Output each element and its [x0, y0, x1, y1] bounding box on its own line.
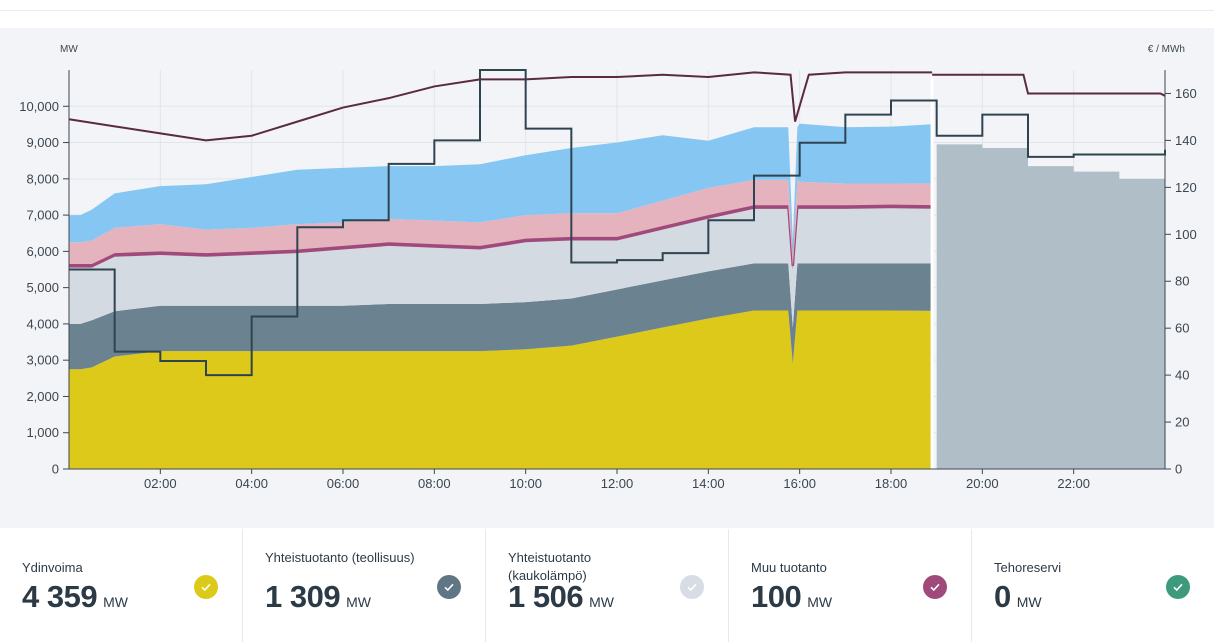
card-number: 1 309 — [265, 579, 341, 614]
y-tick-label-left: 10,000 — [19, 99, 59, 114]
x-tick-label: 08:00 — [418, 476, 451, 491]
x-tick-label: 04:00 — [235, 476, 268, 491]
production-areas — [69, 123, 933, 469]
card-unit: MW — [1016, 594, 1042, 610]
card-label: Yhteistuotanto (kaukolämpö) — [508, 550, 592, 583]
y-tick-label-left: 4,000 — [26, 316, 59, 331]
check-icon[interactable] — [680, 575, 704, 599]
card-value: 0 MW — [994, 579, 1042, 615]
check-icon[interactable] — [437, 575, 461, 599]
card-value: 4 359 MW — [22, 579, 128, 615]
x-tick-label: 12:00 — [601, 476, 634, 491]
card-number: 4 359 — [22, 579, 98, 614]
x-tick-label: 18:00 — [875, 476, 908, 491]
check-icon[interactable] — [923, 575, 947, 599]
y-tick-label-right: 40 — [1175, 368, 1189, 383]
card-number: 1 506 — [508, 579, 584, 614]
check-icon[interactable] — [194, 575, 218, 599]
card-label: Ydinvoima — [22, 560, 83, 575]
x-tick-label: 22:00 — [1057, 476, 1090, 491]
x-tick-label: 20:00 — [966, 476, 999, 491]
area-ydinvoima — [69, 310, 933, 469]
y-tick-label-right: 60 — [1175, 321, 1189, 336]
y-tick-label-left: 5,000 — [26, 280, 59, 295]
card-unit: MW — [103, 594, 128, 610]
card-tehoreservi[interactable]: Tehoreservi 0 MW — [972, 529, 1214, 642]
y-tick-label-left: 7,000 — [26, 208, 59, 223]
area-yhteistuotanto-kaukol-mp- — [69, 208, 933, 328]
y-tick-label-left: 3,000 — [26, 353, 59, 368]
left-axis-unit: MW — [60, 44, 78, 55]
area-vesivoima — [69, 179, 933, 266]
card-unit: MW — [346, 594, 371, 610]
area-tuulivoima — [69, 123, 933, 255]
right-axis-unit: € / MWh — [1148, 44, 1185, 55]
card-number: 100 — [751, 579, 802, 614]
x-tick-label: 10:00 — [509, 476, 542, 491]
y-tick-label-right: 160 — [1175, 86, 1197, 101]
y-tick-label-right: 20 — [1175, 415, 1189, 430]
chart-area: 02:00 04:00 06:00 08:00 10:00 12:00 14:00 16:00… — [0, 28, 1214, 528]
axes: 02:00 04:00 06:00 08:00 10:00 12:00 14:00 16:00… — [19, 70, 1197, 491]
card-unit: MW — [589, 594, 614, 610]
y-tick-label-left: 9,000 — [26, 135, 59, 150]
y-tick-label-right: 80 — [1175, 274, 1189, 289]
consumption-line — [68, 71, 933, 142]
card-label: Muu tuotanto — [751, 560, 827, 575]
top-bar — [0, 0, 1214, 11]
card-number: 0 — [994, 579, 1011, 614]
card-value: 1 309 MW — [265, 579, 371, 615]
y-tick-label-right: 120 — [1175, 180, 1197, 195]
card-value: 100 MW — [751, 579, 832, 615]
y-tick-label-left: 6,000 — [26, 244, 59, 259]
card-muu-tuotanto[interactable]: Muu tuotanto 100 MW — [729, 529, 972, 642]
card-yhteistuotanto-kaukolampo[interactable]: Yhteistuotanto (kaukolämpö) 1 506 MW — [486, 529, 729, 642]
x-tick-label: 06:00 — [327, 476, 360, 491]
x-tick-label: 02:00 — [144, 476, 177, 491]
y-tick-label-right: 0 — [1175, 462, 1182, 477]
production-forecast-area — [936, 144, 1165, 469]
card-label: Yhteistuotanto (teollisuus) — [265, 550, 415, 565]
y-tick-label-left: 8,000 — [26, 171, 59, 186]
card-unit: MW — [807, 594, 833, 610]
card-value: 1 506 MW — [508, 579, 614, 615]
production-cards: Ydinvoima 4 359 MW Yhteistuotanto (teolli… — [0, 529, 1214, 642]
check-icon[interactable] — [1166, 575, 1190, 599]
consumption-forecast-line — [932, 73, 1166, 97]
y-tick-label-right: 140 — [1175, 133, 1197, 148]
card-yhteistuotanto-teollisuus[interactable]: Yhteistuotanto (teollisuus) 1 309 MW — [243, 529, 486, 642]
y-tick-label-left: 1,000 — [26, 425, 59, 440]
production-chart: 02:00 04:00 06:00 08:00 10:00 12:00 14:00 16:00… — [19, 44, 1197, 491]
card-ydinvoima[interactable]: Ydinvoima 4 359 MW — [0, 529, 243, 642]
y-tick-label-left: 2,000 — [26, 389, 59, 404]
x-tick-label: 14:00 — [692, 476, 725, 491]
y-tick-label-right: 100 — [1175, 227, 1197, 242]
area-muu-tuotanto — [69, 204, 933, 270]
y-tick-label-left: 0 — [52, 462, 59, 477]
x-tick-label: 16:00 — [783, 476, 816, 491]
production-forecast — [930, 75, 1165, 469]
chart-lines — [68, 69, 1166, 377]
area-yhteistuotanto-teollisuus- — [69, 263, 933, 370]
card-label: Tehoreservi — [994, 560, 1062, 575]
price-line — [69, 69, 1166, 377]
